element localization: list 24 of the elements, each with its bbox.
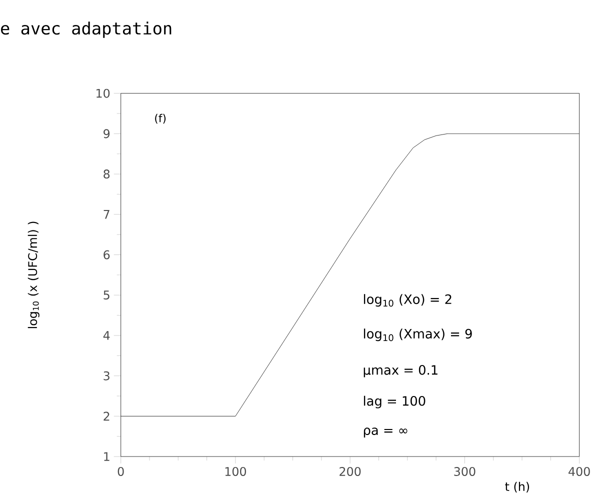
x-tick-label: 0: [118, 467, 124, 476]
y-tick-label: 4: [103, 331, 110, 340]
annotation: µmax = 0.1: [364, 365, 438, 378]
x-tick-label: 400: [568, 467, 590, 476]
y-tick-label: 7: [104, 210, 110, 219]
x-tick-label: 300: [454, 467, 476, 476]
annotation: log$_{10}$ (Xmax) = 9: [364, 328, 472, 342]
y-tick-label: 8: [104, 170, 110, 179]
annotation: (f): [155, 114, 166, 124]
y-axis-title: log$_{10}$ (x (UFC/ml) ): [28, 222, 40, 328]
y-tick-label: 1: [104, 452, 110, 461]
x-axis-title: t (h): [505, 482, 530, 493]
annotation: ρa = ∞: [364, 428, 408, 438]
annotation: log$_{10}$ (Xo) = 2: [364, 294, 452, 307]
y-tick-label: 5: [104, 290, 110, 300]
x-tick-label: 100: [225, 467, 246, 476]
annotation: lag = 100: [364, 396, 426, 408]
y-tick-label: 3: [104, 371, 110, 380]
y-tick-label: 2: [104, 412, 110, 421]
chart-title: e avec adaptation: [1, 22, 172, 38]
x-tick-label: 200: [340, 467, 361, 476]
y-tick-label: 10: [96, 88, 110, 98]
y-tick-label: 6: [104, 250, 110, 260]
y-tick-label: 9: [104, 129, 110, 138]
